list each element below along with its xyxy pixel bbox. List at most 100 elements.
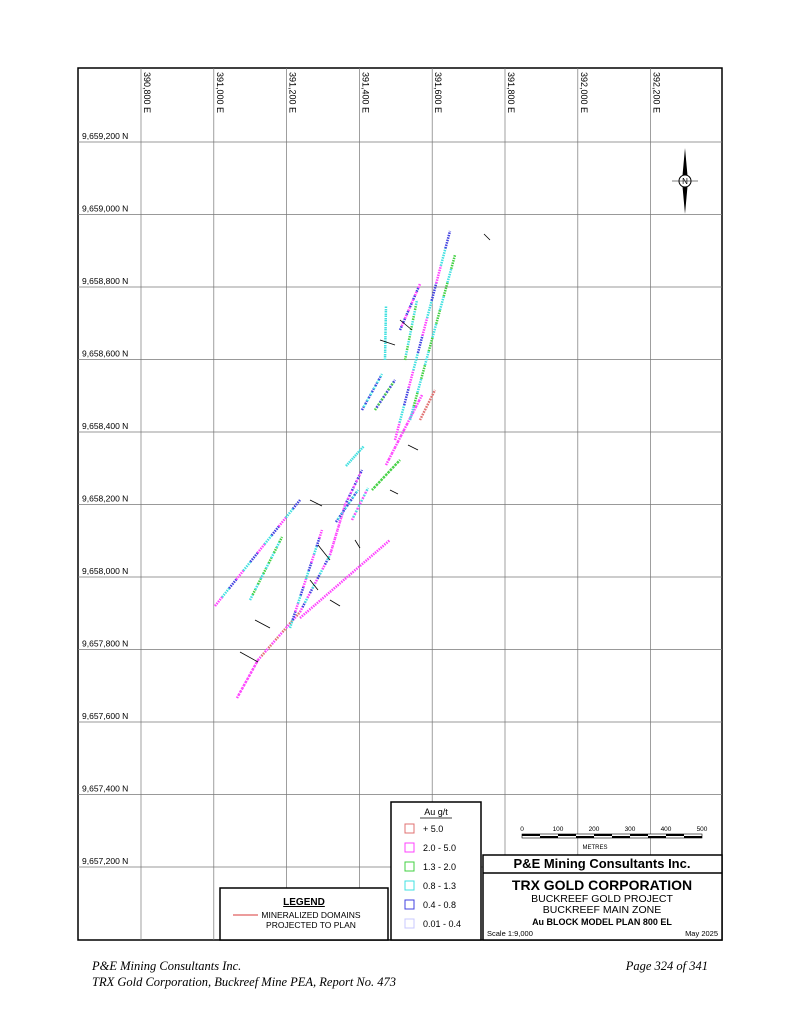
drillhole-trace (374, 382, 379, 387)
drillhole-trace (411, 314, 416, 321)
drillhole-trace (350, 486, 355, 491)
drillhole-trace (335, 529, 339, 535)
drillhole-trace (270, 552, 276, 559)
north-arrow: N (672, 148, 698, 214)
drillhole-trace (403, 314, 408, 319)
drillhole-trace (372, 385, 377, 390)
consultant: P&E Mining Consultants Inc. (514, 856, 691, 871)
drillhole-trace (311, 582, 317, 589)
footer-left: P&E Mining Consultants Inc. (91, 959, 241, 973)
drillhole-trace (364, 490, 368, 494)
easting-label: 391,200 E (288, 72, 298, 113)
drillhole-trace (404, 349, 409, 356)
northing-label: 9,657,800 N (82, 639, 128, 649)
drillhole-trace (298, 606, 304, 613)
drillhole-trace (365, 397, 370, 402)
drillhole-trace (432, 389, 437, 394)
drillhole-trace (415, 287, 420, 293)
drillhole-trace (314, 597, 324, 606)
scale-segment (522, 834, 540, 836)
northing-label: 9,658,200 N (82, 494, 128, 504)
drillhole-trace (414, 400, 421, 408)
grade-swatch (404, 899, 415, 910)
drillhole-trace (284, 508, 294, 519)
drillhole-trace (332, 537, 337, 543)
scale-segment (666, 834, 684, 836)
drillhole-trace (402, 423, 409, 431)
drillhole-trace (315, 537, 321, 547)
drillhole-trace (412, 309, 417, 316)
drillhole-trace (271, 639, 277, 645)
drillhole-trace (264, 647, 270, 653)
drillhole-trace (402, 387, 410, 406)
drillhole-trace (369, 391, 374, 396)
scale-tick-label: 200 (589, 826, 600, 833)
grade-label: 0.8 - 1.3 (423, 881, 456, 891)
drillhole-trace (242, 681, 247, 686)
drillhole-trace (338, 517, 343, 523)
drillhole-trace (345, 502, 350, 507)
drillhole-trace (435, 265, 443, 284)
drillhole-trace (214, 596, 224, 607)
grade-swatch (404, 918, 415, 929)
drillhole-trace (408, 302, 413, 308)
drillhole-trace (387, 469, 392, 474)
drillhole-trace (306, 592, 312, 599)
drillhole-trace (308, 587, 314, 594)
drillhole-trace (291, 611, 297, 621)
scale-tick-label: 400 (661, 826, 672, 833)
drillhole-trace (342, 507, 347, 513)
drillhole-trace (355, 478, 359, 483)
drillhole-trace (396, 435, 403, 443)
drillhole-trace (288, 619, 294, 629)
drillhole-trace (353, 511, 358, 516)
drillhole-trace (239, 687, 244, 693)
drillhole-trace (422, 409, 427, 414)
northing-label: 9,658,400 N (82, 421, 128, 431)
drillhole-trace (328, 550, 333, 556)
scale-segment (540, 836, 558, 838)
drillhole-trace (364, 400, 369, 405)
drillhole-trace (381, 539, 391, 548)
drillhole-trace (248, 594, 254, 601)
drillhole-trace (323, 559, 329, 566)
drillhole-trace (385, 471, 390, 476)
drillhole-trace (417, 283, 422, 289)
easting-label: 391,400 E (360, 72, 370, 113)
drillhole-trace (310, 554, 316, 564)
drillhole-trace (346, 461, 350, 466)
easting-label: 391,600 E (433, 72, 443, 113)
drillhole-trace (392, 464, 397, 469)
drillhole-trace (336, 578, 346, 587)
drillhole-trace (267, 557, 273, 564)
drillhole-trace (353, 491, 358, 497)
drillhole-trace (358, 500, 363, 505)
drillhole-trace (393, 441, 400, 449)
collar-marker (254, 619, 271, 629)
drillhole-trace (431, 391, 435, 396)
grade-legend-title: Au g/t (424, 807, 448, 817)
drillhole-trace (359, 469, 364, 474)
drillhole-trace (251, 665, 256, 671)
grade-swatch (404, 861, 415, 872)
drillhole-trace (373, 406, 378, 411)
drillhole-trace (351, 494, 356, 499)
drillhole-trace (412, 295, 417, 300)
drillhole-trace (373, 484, 378, 489)
drillhole-trace (356, 506, 360, 510)
drillhole-trace (301, 601, 307, 608)
legend-label: MINERALIZED DOMAINS (261, 910, 361, 920)
drillhole-trace (394, 461, 399, 466)
drillhole-trace (423, 406, 428, 411)
drillhole-trace (302, 578, 308, 588)
drillhole-trace (420, 414, 424, 419)
drillhole-trace (221, 587, 231, 598)
drillhole-trace (316, 573, 322, 580)
drillhole-trace (336, 515, 341, 521)
drillhole-trace (382, 394, 387, 399)
collar-marker (239, 651, 259, 663)
scale-segment (612, 836, 630, 838)
scale-segment (630, 834, 648, 836)
drillhole-trace (383, 391, 388, 396)
drillhole-trace (343, 501, 348, 506)
